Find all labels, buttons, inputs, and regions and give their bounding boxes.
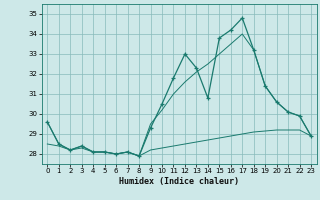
X-axis label: Humidex (Indice chaleur): Humidex (Indice chaleur) bbox=[119, 177, 239, 186]
